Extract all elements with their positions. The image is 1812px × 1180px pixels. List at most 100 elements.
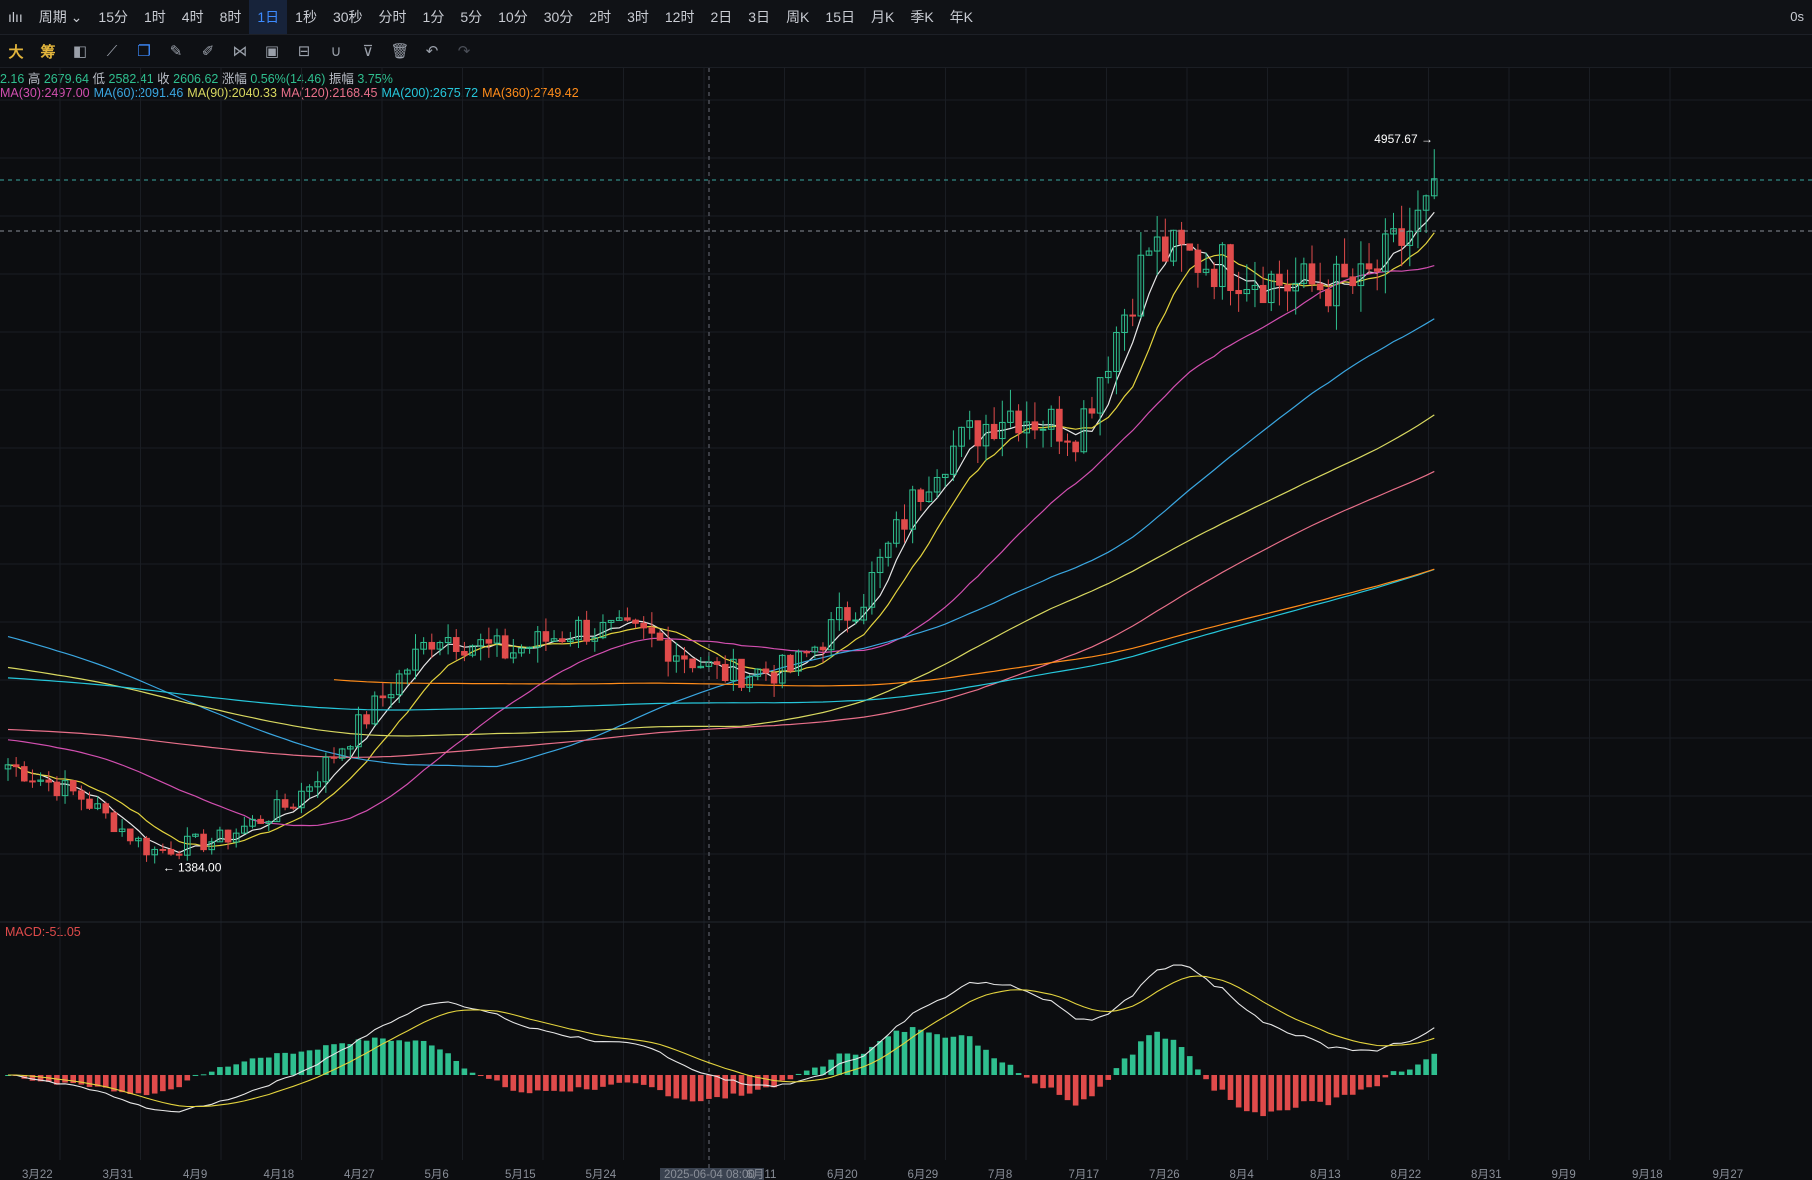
macd-bar <box>1341 1075 1348 1095</box>
macd-bar <box>1097 1075 1103 1087</box>
interval-tab-12[interactable]: 2时 <box>589 9 612 25</box>
candle-body <box>844 607 851 621</box>
interval-tab-7[interactable]: 分时 <box>378 9 407 25</box>
macd-bar <box>412 1040 419 1075</box>
macd-bar <box>1113 1068 1120 1075</box>
interval-tab-1[interactable]: 1时 <box>143 9 166 25</box>
trash-icon[interactable]: 🗑 <box>390 43 410 60</box>
candle-body <box>950 445 957 475</box>
candle-body <box>1284 284 1291 292</box>
macd-bar <box>274 1053 280 1075</box>
candle-body <box>265 821 273 824</box>
redo-icon[interactable]: ↷ <box>457 43 471 60</box>
candle-body <box>37 779 44 782</box>
macd-bar <box>763 1075 769 1088</box>
x-axis-label: 8月22 <box>1391 1169 1422 1180</box>
brush-icon[interactable]: ✐ <box>201 43 215 60</box>
macd-bar <box>192 1074 199 1076</box>
candle-body <box>567 639 574 643</box>
da-icon[interactable]: 大 <box>8 43 24 61</box>
interval-tab-20[interactable]: 季K <box>910 9 934 25</box>
interval-tab-19[interactable]: 月K <box>870 9 895 25</box>
period-menu[interactable]: 周期 ⌄ <box>31 0 91 34</box>
macd-bar <box>852 1054 859 1075</box>
note-icon[interactable]: ⊟ <box>297 43 311 60</box>
pencil-icon[interactable]: ✎ <box>169 43 183 60</box>
interval-tab-4[interactable]: 1日 <box>249 0 288 34</box>
interval-tab-15[interactable]: 2日 <box>710 9 733 25</box>
macd-bar <box>257 1057 264 1075</box>
interval-tab-14[interactable]: 12时 <box>664 9 695 25</box>
indicator-icon[interactable]: ◧ <box>72 43 88 60</box>
macd-bar <box>1415 1064 1421 1075</box>
amplitude-value: 3.75% <box>357 72 393 86</box>
interval-tab-8[interactable]: 1分 <box>422 9 445 25</box>
macd-bar <box>624 1075 631 1083</box>
candle-body <box>1080 408 1088 453</box>
candle-body <box>216 829 224 843</box>
interval-tab-3[interactable]: 8时 <box>219 9 242 25</box>
candle-body <box>1121 314 1128 334</box>
interval-tab-0[interactable]: 15分 <box>98 9 128 25</box>
filter-icon[interactable]: ⊽ <box>362 43 374 60</box>
macd-bar <box>534 1075 541 1091</box>
candle-body <box>298 790 305 809</box>
interval-tab-10[interactable]: 10分 <box>498 9 528 25</box>
candle-body <box>485 639 493 644</box>
interval-tab-6[interactable]: 30秒 <box>332 9 363 25</box>
macd-bar <box>820 1066 826 1075</box>
macd-bar <box>779 1075 786 1081</box>
macd-bar <box>999 1062 1006 1075</box>
macd-bar <box>844 1053 851 1075</box>
interval-tab-18[interactable]: 15日 <box>825 9 855 25</box>
macd-bar <box>714 1075 720 1098</box>
candle-body <box>379 695 387 699</box>
macd-bar <box>380 1038 386 1075</box>
chevron-down-icon: ⌄ <box>70 9 83 25</box>
interval-tab-13[interactable]: 3时 <box>627 9 649 25</box>
ma-legend-item: MA(60):2091.46 <box>93 86 184 100</box>
macd-bar <box>1317 1075 1323 1102</box>
undo-icon[interactable]: ↶ <box>425 43 439 60</box>
macd-bar <box>168 1075 174 1090</box>
candle-body <box>827 619 835 651</box>
candle-body <box>1056 408 1063 442</box>
interval-tab-9[interactable]: 5分 <box>460 9 483 25</box>
candle-body <box>770 672 778 684</box>
x-axis-label: 7月8 <box>988 1169 1012 1180</box>
macd-bar <box>437 1049 443 1075</box>
interval-tab-16[interactable]: 3日 <box>748 9 771 25</box>
candle-body <box>868 572 876 608</box>
chou-icon[interactable]: 筹 <box>40 43 56 61</box>
macd-bar <box>551 1075 557 1091</box>
interval-tab-5[interactable]: 1秒 <box>295 9 317 25</box>
drawing-toolbar: 大筹 ◧ ⟋ ❐ ✎ ✐ ⋈ ▣ ⊟ ∪ ⊽ 🗑 ↶ ↷ <box>0 35 1812 68</box>
candle-body <box>901 519 908 530</box>
macd-bar <box>486 1075 492 1079</box>
copy-icon[interactable]: ❐ <box>137 43 151 60</box>
macd-bar <box>649 1075 655 1088</box>
magnet-icon[interactable]: ∪ <box>330 43 342 60</box>
ma-legend-item: MA(200):2675.72 <box>381 86 479 100</box>
interval-tab-17[interactable]: 周K <box>786 9 810 25</box>
macd-bar <box>1121 1058 1128 1075</box>
interval-tab-2[interactable]: 4时 <box>181 9 204 25</box>
interval-tab-21[interactable]: 年K <box>949 9 974 25</box>
candle-body <box>1137 254 1145 317</box>
macd-bar <box>583 1075 590 1090</box>
ruler-icon[interactable]: ⟋ <box>106 42 118 60</box>
macd-bar <box>632 1075 639 1084</box>
macd-bar <box>233 1064 239 1075</box>
macd-bar <box>983 1049 989 1075</box>
candle-body <box>1153 236 1161 252</box>
macd-bar <box>1309 1075 1315 1102</box>
macd-bar <box>469 1072 476 1075</box>
brand-icon[interactable]: ılıı <box>8 9 23 25</box>
interval-tab-11[interactable]: 30分 <box>543 9 574 25</box>
pattern-icon[interactable]: ⋈ <box>232 43 248 60</box>
candle-body <box>795 651 802 672</box>
candle-body <box>1422 195 1430 211</box>
macd-bar <box>1284 1075 1291 1111</box>
lock-icon[interactable]: ▣ <box>264 43 280 60</box>
